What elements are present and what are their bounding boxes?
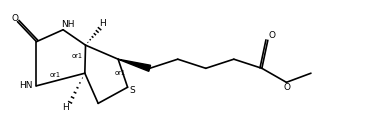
Text: HN: HN — [19, 81, 33, 90]
Text: or1: or1 — [71, 53, 82, 59]
Text: O: O — [283, 83, 291, 92]
Text: or1: or1 — [49, 72, 60, 78]
Text: O: O — [269, 31, 276, 40]
Text: NH: NH — [62, 20, 75, 29]
Text: H: H — [63, 103, 69, 112]
Text: S: S — [130, 86, 135, 95]
Polygon shape — [118, 59, 150, 71]
Text: H: H — [99, 19, 106, 28]
Text: or1: or1 — [114, 70, 125, 75]
Text: O: O — [11, 14, 19, 23]
